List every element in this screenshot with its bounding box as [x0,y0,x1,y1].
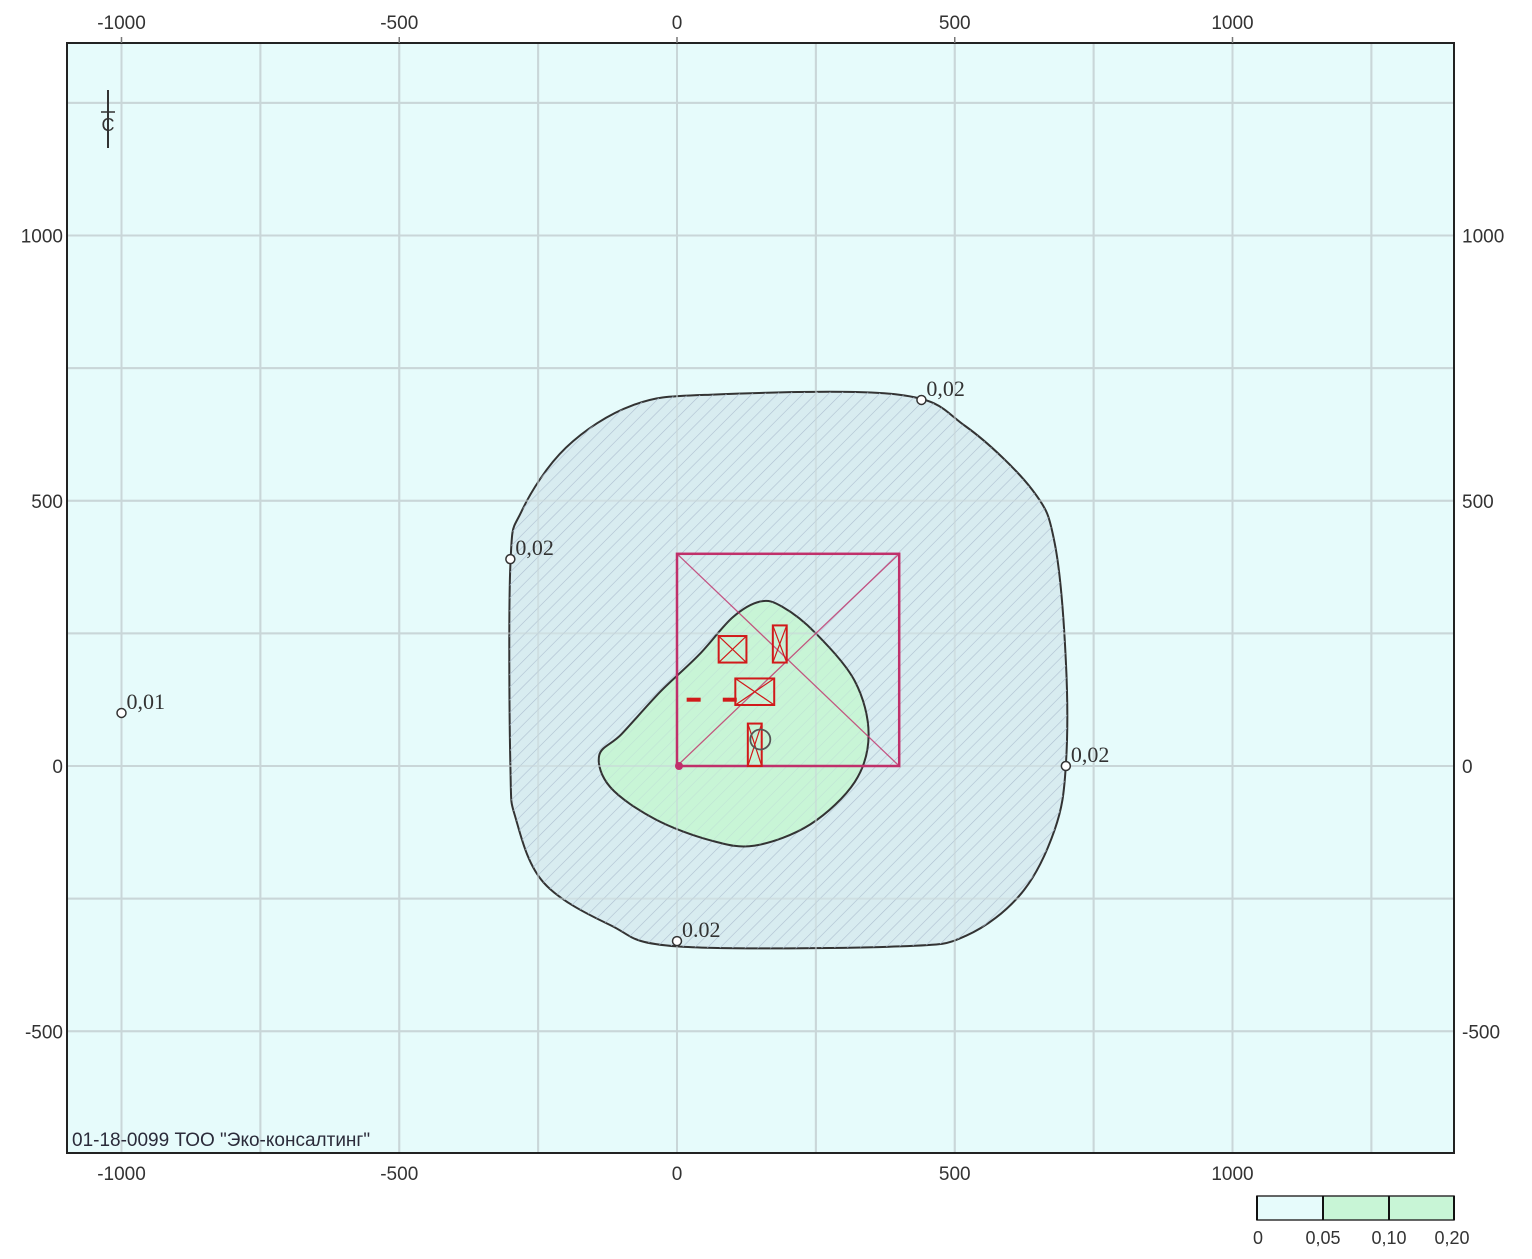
north-arrow-letter: С [102,115,115,135]
emission-source-cross [747,723,763,767]
x-tick-label-bottom: 0 [672,1164,683,1185]
isoline-label: 0,02 [1071,742,1110,767]
x-tick-label-bottom: 1000 [1211,1164,1253,1185]
isoline-label: 0,02 [926,376,965,401]
emission-source-cross [772,625,788,663]
y-tick-label-right: 0 [1462,757,1473,778]
y-tick-label-left: 0 [52,757,63,778]
legend-label-1: 0,05 [1305,1228,1340,1248]
emission-source-area [771,624,788,664]
isoline-label: 0,02 [515,535,554,560]
isoline-labels: 0,02 0,02 0,02 0.02 0,01 [116,376,1110,947]
point-source [722,697,737,702]
isoline-label-marker [505,553,516,565]
zone-0-05-hatch [598,600,869,847]
emission-source-area [717,635,748,664]
grid-lines-overlay [67,43,1454,1153]
point-source [686,697,701,702]
concentration-legend: 0 0,05 0,10 0,20 [1253,1195,1470,1248]
site-diagonal [676,553,900,767]
y-tick-label-right: -500 [1462,1022,1500,1043]
isoline-label-marker [1060,760,1072,772]
x-tick-label-bottom: -500 [380,1164,418,1185]
y-tick-label-left: -500 [25,1022,63,1043]
emission-source-cross [718,635,747,663]
emission-source-area [734,677,776,706]
industrial-site [675,552,901,770]
legend-swatch-2 [1389,1196,1454,1220]
map-frame-border [66,42,1455,1154]
isoline-label-marker [671,935,683,947]
site-boundary [675,552,901,768]
north-arrow: С [101,90,115,148]
x-tick-label-top: 0 [672,13,683,34]
x-tick-label-top: 500 [939,13,971,34]
isoline-label: 0,01 [127,689,166,714]
legend-swatch-1 [1323,1196,1389,1220]
axis-labels: -1000 -500 0 500 1000 -1000 -500 0 500 1000 1000 50… [21,13,1505,1185]
legend-label-2: 0,10 [1371,1228,1406,1248]
emission-source-area [746,722,763,767]
y-tick-label-left: 1000 [21,227,63,248]
x-tick-label-top: 1000 [1211,13,1253,34]
site-corner-marker [675,762,683,770]
legend-swatch-0 [1257,1196,1323,1220]
y-tick-label-right: 500 [1462,492,1494,513]
emission-source-cross [734,677,775,706]
y-tick-label-left: 500 [31,492,63,513]
x-tick-label-top: -1000 [97,13,146,34]
x-tick-label-top: -500 [380,13,418,34]
legend-label-3: 0,20 [1434,1228,1469,1248]
y-tick-label-right: 1000 [1462,227,1504,248]
map-caption: 01-18-0099 ТОО "Эко-консалтинг" [72,1130,370,1151]
x-tick-label-bottom: 500 [939,1164,971,1185]
x-tick-label-bottom: -1000 [97,1164,146,1185]
legend-label-0: 0 [1253,1228,1263,1248]
isoline-label-marker [116,707,127,719]
stack-source [749,728,772,751]
isoline-label-marker [916,394,927,406]
isoline-label: 0.02 [682,917,721,942]
